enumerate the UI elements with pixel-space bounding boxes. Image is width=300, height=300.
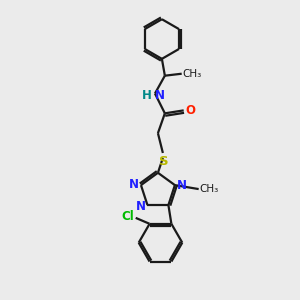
Text: O: O (186, 104, 196, 117)
Text: N: N (177, 178, 187, 192)
Text: H: H (142, 89, 152, 102)
Text: CH₃: CH₃ (183, 69, 202, 79)
Text: N: N (136, 200, 146, 212)
Text: Cl: Cl (121, 210, 134, 224)
Text: S: S (159, 155, 169, 168)
Text: N: N (155, 89, 165, 102)
Text: N: N (129, 178, 139, 190)
Text: CH₃: CH₃ (200, 184, 219, 194)
